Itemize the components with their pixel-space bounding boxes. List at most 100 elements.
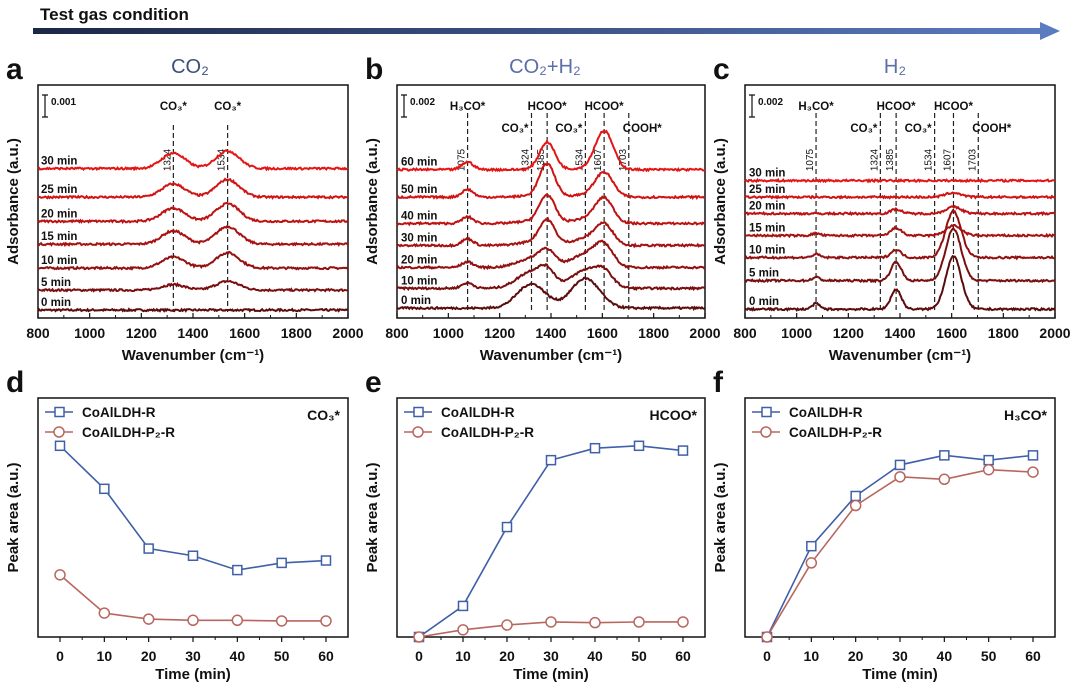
spectrum-trace: [744, 254, 1056, 312]
legend-item: CoAlLDH-P₂-R: [752, 425, 882, 440]
species-label: CO₃*: [160, 101, 188, 113]
x-axis-label: Wavenumber (cm⁻¹): [829, 347, 971, 364]
wavenumber-label: 1385: [885, 148, 896, 171]
data-point-square: [939, 450, 950, 461]
x-tick-label: 1200: [126, 325, 157, 341]
x-tick-label: 1000: [781, 325, 812, 341]
data-point-circle: [142, 613, 155, 625]
condition-co2: CO₂: [171, 56, 209, 78]
x-tick-label: 30: [185, 648, 201, 664]
trace-label: 10 min: [401, 275, 437, 287]
arrow-label: Test gas condition: [40, 5, 189, 24]
legend-square-marker: [761, 406, 772, 418]
x-tick-label: 20: [848, 648, 864, 664]
panel-letter-a: a: [6, 53, 23, 86]
spectrum-trace: [38, 224, 349, 248]
panel-letter-b: b: [365, 53, 383, 86]
species-label: CO₃*: [501, 123, 529, 135]
x-tick-label: 20: [499, 648, 515, 664]
arrow-head: [1040, 22, 1060, 40]
x-tick-label: 0: [415, 648, 423, 664]
x-tick-label: 800: [26, 325, 50, 341]
scale-bar-label: 0.002: [758, 97, 783, 108]
x-axis-label: Time (min): [513, 666, 589, 683]
species-label: CO₃*: [850, 123, 878, 135]
wavenumber-label: 1534: [217, 148, 228, 171]
legend-item: CoAlLDH-R: [45, 405, 156, 420]
x-tick-label: 60: [675, 648, 691, 664]
spectrum-trace: [396, 276, 706, 312]
legend-label: CoAlLDH-P₂-R: [441, 425, 534, 440]
wavenumber-label: 1607: [593, 148, 604, 171]
x-tick-label: 1600: [229, 325, 260, 341]
spectrum-trace: [37, 279, 349, 293]
legend-label: CoAlLDH-R: [789, 405, 863, 420]
data-point-circle: [545, 616, 557, 628]
wavenumber-label: 1324: [162, 148, 173, 171]
data-point-square: [276, 557, 287, 569]
x-tick-label: 10: [97, 648, 113, 664]
x-tick-label: 30: [892, 648, 908, 664]
x-tick-label: 2000: [332, 325, 363, 341]
spectrum-trace: [37, 201, 349, 225]
panel-letter-d: d: [6, 366, 24, 399]
species-label: H₃CO*: [450, 101, 486, 113]
x-tick-label: 1400: [177, 325, 208, 341]
panel-d: d Peak area (a.u.) Time (min) 0 10 20 30 40 50 60…: [5, 366, 349, 683]
x-tick-label: 40: [937, 648, 953, 664]
x-tick-label: 30: [543, 648, 559, 664]
trace-label: 20 min: [41, 208, 77, 220]
x-tick-label: 20: [141, 648, 157, 664]
data-point-circle: [501, 619, 513, 631]
species-label: HCOO*: [877, 101, 917, 113]
x-tick-label: 1000: [433, 325, 464, 341]
data-point-circle: [1027, 466, 1039, 478]
trace-label: 60 min: [401, 157, 437, 169]
trace-label: 0 min: [41, 297, 71, 309]
spectrum-trace: [37, 149, 349, 172]
panel-b: b Adsorbance (a.u.) Wavenumber (cm⁻¹) 800 10…: [364, 53, 721, 364]
species-label: HCOO*: [934, 101, 974, 113]
y-axis-label: Peak area (a.u.): [5, 462, 22, 572]
legend-square-marker: [54, 406, 65, 418]
data-point-circle: [894, 471, 906, 483]
spectrum-trace: [396, 263, 706, 292]
spectrum-trace: [744, 223, 1056, 239]
species-label: COOH*: [972, 123, 1012, 135]
data-point-square: [850, 490, 861, 502]
trace-label: 15 min: [749, 223, 785, 235]
data-point-circle: [849, 499, 862, 512]
trace-label: 25 min: [749, 184, 785, 196]
trace-label: 30 min: [749, 168, 785, 180]
data-point-circle: [633, 616, 645, 628]
y-axis-label: Peak area (a.u.): [364, 462, 381, 572]
x-tick-label: 1000: [74, 325, 105, 341]
species-label: HCOO*: [585, 101, 625, 113]
legend-item: CoAlLDH-R: [404, 405, 515, 420]
trace-label: 5 min: [749, 268, 779, 280]
x-tick-label: 800: [385, 325, 409, 341]
data-point-square: [545, 454, 557, 466]
spectrum-trace: [396, 239, 706, 271]
legend-circle-marker: [760, 426, 772, 438]
legend-item: CoAlLDH-P₂-R: [404, 425, 534, 440]
legend-square-marker: [413, 406, 424, 418]
trace-label: 20 min: [401, 254, 437, 266]
wavenumber-label: 1534: [924, 148, 935, 171]
data-point-circle: [761, 631, 773, 643]
legend-circle-marker: [53, 426, 65, 438]
legend-label: CoAlLDH-P₂-R: [789, 425, 882, 440]
data-point-square: [633, 440, 645, 452]
data-point-circle: [187, 614, 199, 627]
scale-bar: [42, 94, 48, 118]
data-point-circle: [54, 569, 66, 581]
trace-label: 5 min: [41, 277, 71, 289]
x-tick-label: 2000: [689, 325, 720, 341]
x-tick-label: 1800: [638, 325, 669, 341]
y-axis-label: Peak area (a.u.): [712, 462, 729, 572]
x-tick-label: 800: [733, 325, 757, 341]
spectrum-trace: [396, 216, 706, 249]
species-label: H₃CO*: [798, 101, 834, 113]
x-tick-label: 1400: [535, 325, 566, 341]
